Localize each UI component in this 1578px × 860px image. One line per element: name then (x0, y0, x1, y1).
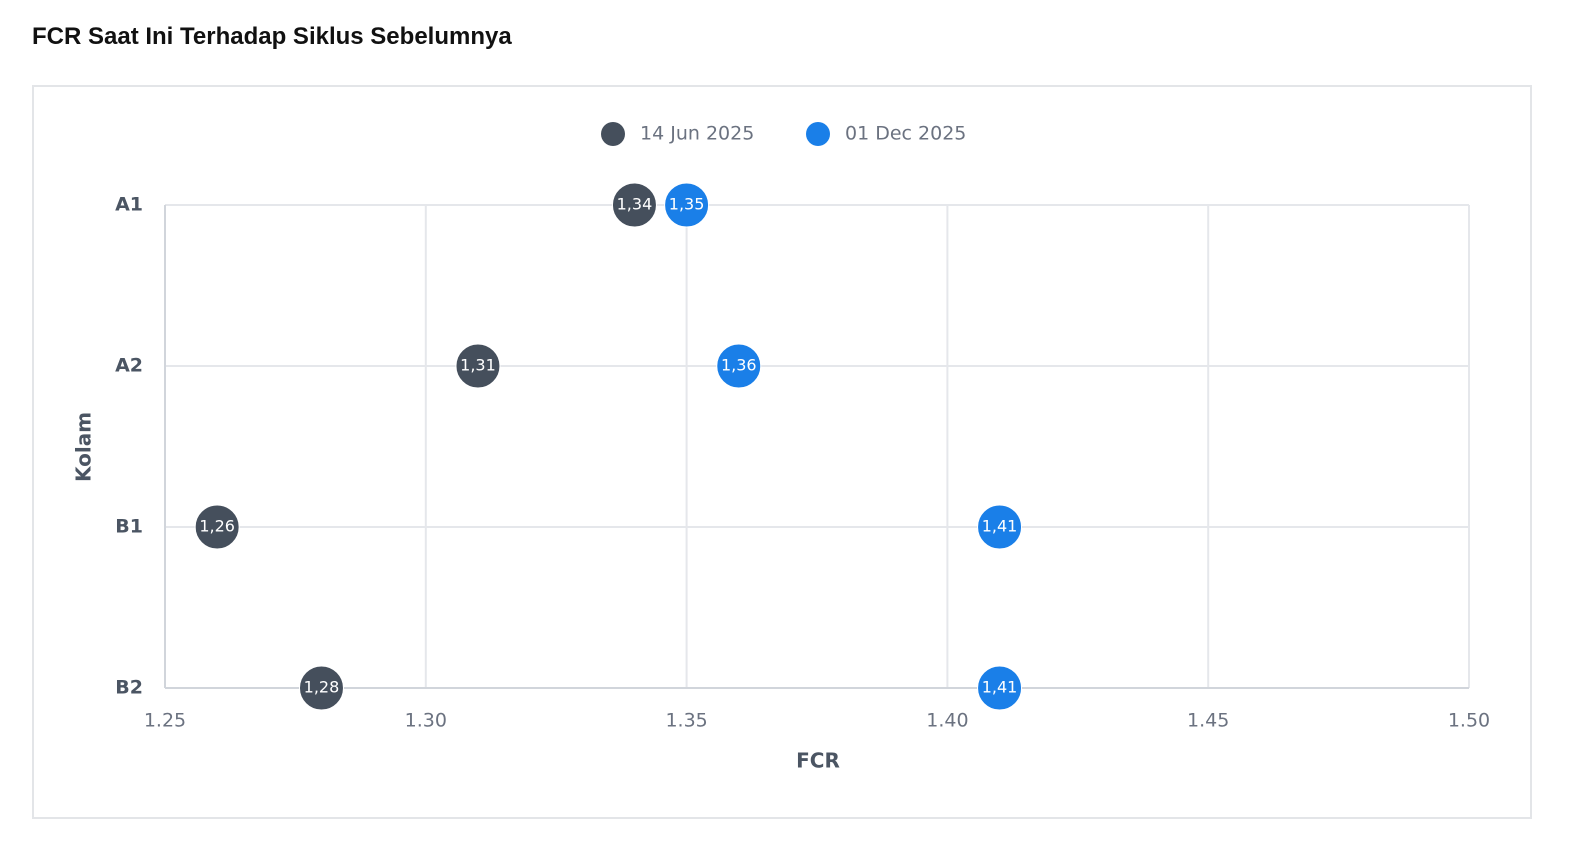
x-tick-label: 1.35 (665, 710, 707, 732)
x-tick-label: 1.30 (405, 710, 447, 732)
legend-label: 01 Dec 2025 (845, 123, 966, 145)
legend-label: 14 Jun 2025 (640, 123, 754, 145)
data-label: 1,31 (460, 356, 496, 375)
y-tick-label: B2 (115, 677, 143, 699)
x-axis-title: FCR (796, 749, 840, 773)
data-point (664, 182, 710, 228)
data-point (716, 343, 762, 389)
data-point (977, 504, 1023, 550)
data-label: 1,28 (304, 678, 340, 697)
data-point (611, 182, 657, 228)
y-tick-label: B1 (115, 516, 143, 538)
data-label: 1,36 (721, 356, 757, 375)
data-label: 1,41 (982, 678, 1018, 697)
x-tick-label: 1.40 (926, 710, 968, 732)
x-tick-label: 1.50 (1448, 710, 1490, 732)
data-label: 1,26 (199, 517, 235, 536)
data-point (298, 665, 344, 711)
x-tick-label: 1.45 (1187, 710, 1229, 732)
data-point (455, 343, 501, 389)
y-tick-label: A1 (115, 194, 143, 216)
y-axis-title: Kolam (72, 412, 96, 482)
legend-swatch (601, 122, 625, 146)
y-tick-label: A2 (115, 355, 143, 377)
data-point (194, 504, 240, 550)
data-point (977, 665, 1023, 711)
data-label: 1,34 (617, 195, 653, 214)
chart-panel (32, 85, 1532, 819)
chart-title: FCR Saat Ini Terhadap Siklus Sebelumnya (32, 23, 512, 50)
x-tick-label: 1.25 (144, 710, 186, 732)
data-label: 1,35 (669, 195, 705, 214)
data-label: 1,41 (982, 517, 1018, 536)
legend-swatch (806, 122, 830, 146)
